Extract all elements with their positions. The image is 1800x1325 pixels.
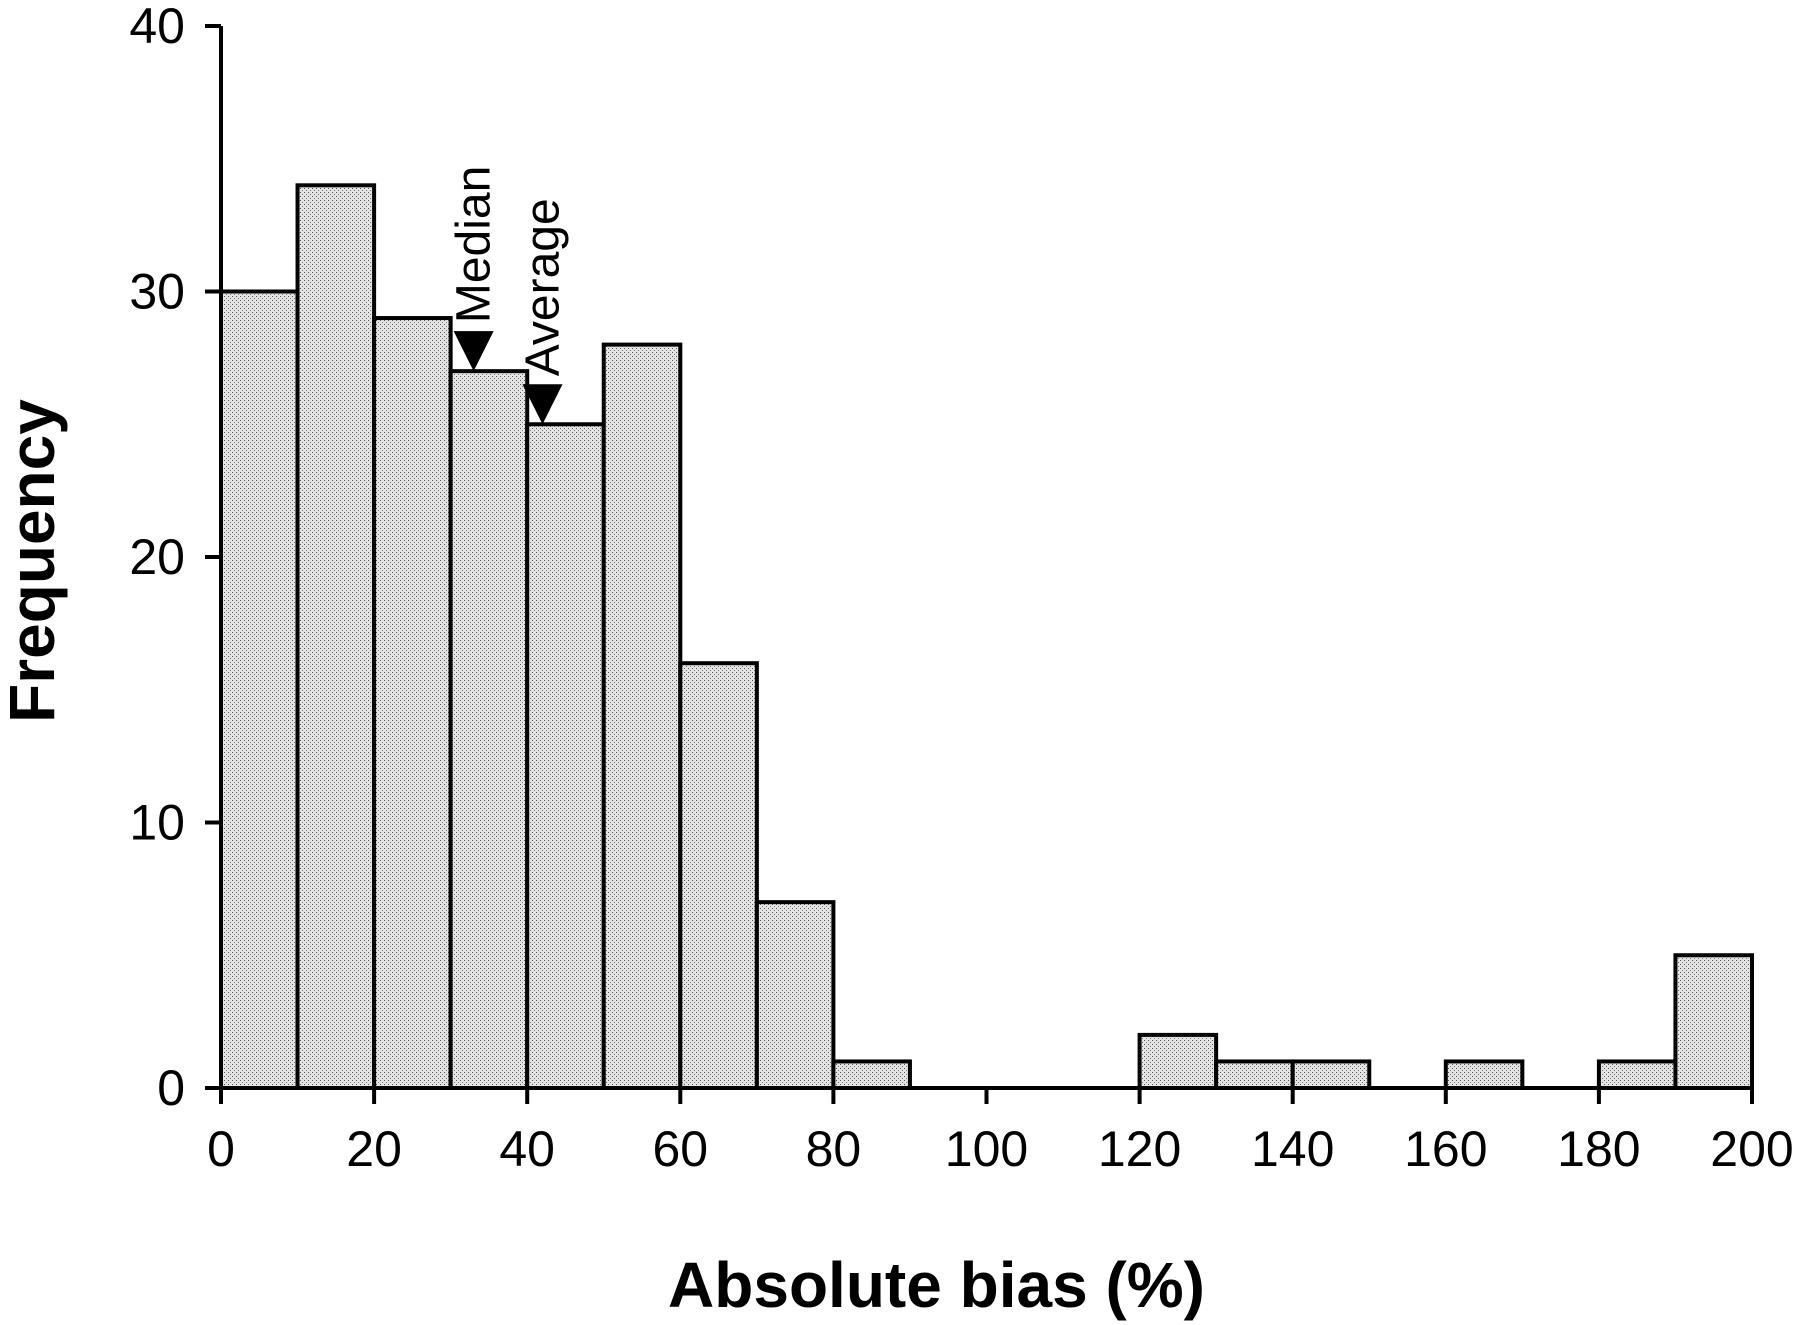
histogram-bar [1290,1059,1372,1090]
histogram-bar [1443,1059,1525,1090]
x-tick-label: 200 [1710,1121,1793,1177]
annotations-group: Median Average [448,166,570,425]
annotation-marker [522,384,563,425]
histogram-bar [601,342,683,1091]
x-tick-label: 20 [346,1121,402,1177]
x-tick-label: 140 [1251,1121,1334,1177]
x-tick-label: 60 [652,1121,708,1177]
x-tick-label: 100 [945,1121,1028,1177]
x-tick-label: 80 [806,1121,862,1177]
bars-group [219,183,1754,1091]
histogram-bar [1673,953,1754,1090]
histogram-bar [831,1059,912,1090]
histogram-bar [678,661,759,1090]
y-tick-label: 0 [157,1060,185,1116]
y-axis-title: Frequency [0,399,68,723]
annotation-label: Median [448,166,501,323]
x-tick-label: 120 [1098,1121,1181,1177]
histogram-bar [372,316,453,1090]
x-tick-label: 180 [1557,1121,1640,1177]
x-tick-label: 0 [207,1121,235,1177]
y-tick-label: 40 [129,0,185,54]
histogram-bar [525,422,606,1090]
y-tick-label: 20 [129,529,185,585]
annotation-label: Average [517,198,570,376]
x-axis-title: Absolute bias (%) [668,1249,1205,1321]
ticks-group: 0 20 40 60 80 100 120 140 160 180 200 0 10 20 30 40 [129,0,1793,1177]
histogram-bar [448,369,530,1090]
histogram-bar [219,289,300,1090]
histogram-bar [1214,1059,1295,1090]
annotation-marker [453,331,494,372]
y-tick-label: 10 [129,795,185,851]
x-tick-label: 40 [499,1121,555,1177]
histogram-bar [295,183,377,1091]
x-tick-label: 160 [1404,1121,1487,1177]
histogram-bar [1137,1032,1219,1091]
histogram-bar [1596,1059,1678,1090]
y-tick-label: 30 [129,264,185,320]
histogram-bar [754,900,836,1091]
